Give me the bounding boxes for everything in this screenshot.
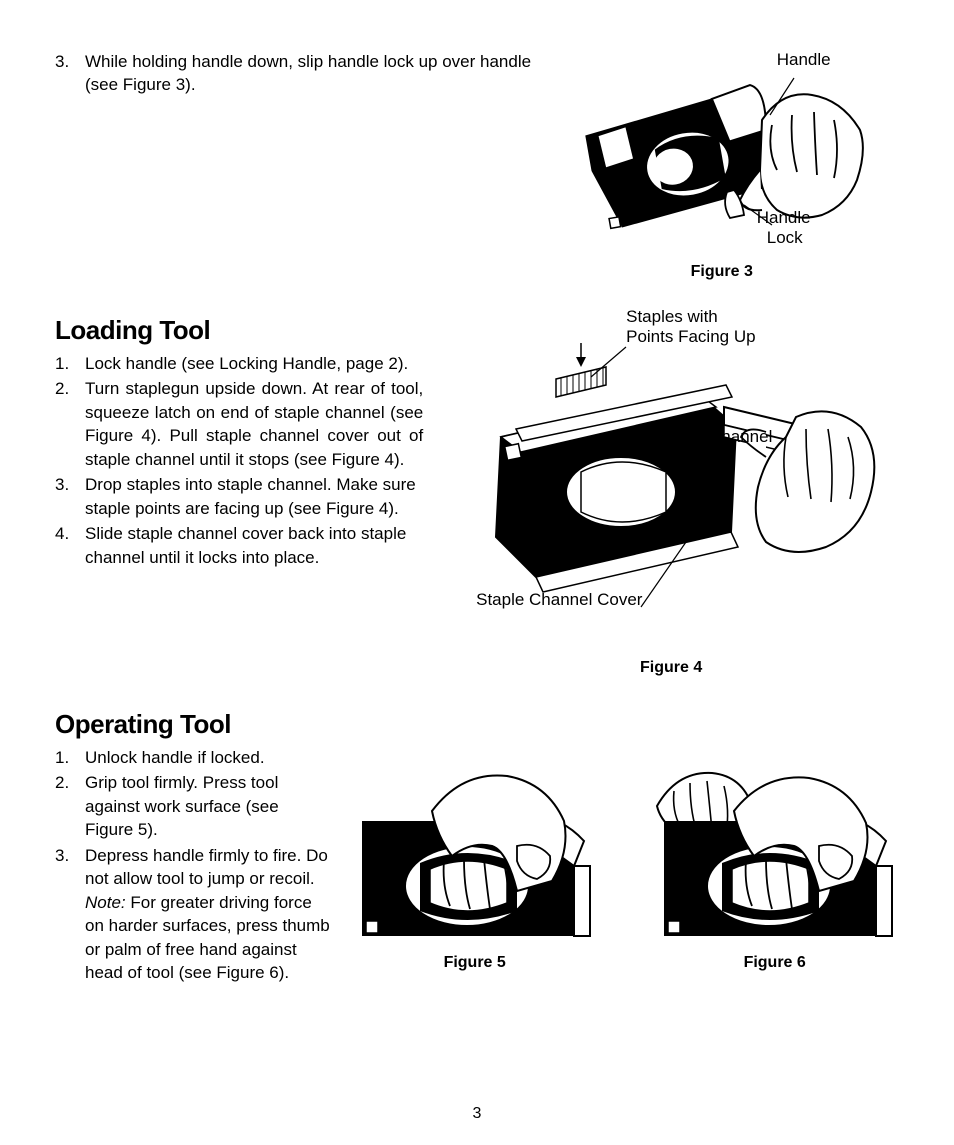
operating-note-word: Note: (85, 893, 126, 912)
page-number: 3 (0, 1105, 954, 1123)
figure3-svg (572, 50, 872, 255)
loading-item-4: Slide staple channel cover back into sta… (55, 522, 423, 569)
bottom-figures-row: Figure 5 (350, 751, 899, 972)
operating-item-1: Unlock handle if locked. (55, 746, 330, 769)
figure4-col: Staples with Points Facing Up Staple Cha… (443, 287, 899, 677)
operating-item-3: Depress handle firmly to fire. Do not al… (55, 844, 330, 985)
operating-item-2: Grip tool firmly. Press tool against wor… (55, 771, 330, 841)
loading-row: Loading Tool Lock handle (see Locking Ha… (55, 287, 899, 677)
figure4-label-cover: Staple Channel Cover (476, 590, 642, 610)
figure3-col: Handle Handle Lock Figure 3 (545, 50, 899, 281)
loading-text-col: Loading Tool Lock handle (see Locking Ha… (55, 287, 443, 571)
figure3-label-handle: Handle (777, 50, 831, 70)
figure3-illustration: Handle Handle Lock (572, 50, 872, 255)
loading-heading: Loading Tool (55, 315, 423, 346)
figure3-label-lock1: Handle (757, 208, 811, 228)
loading-item-1: Lock handle (see Locking Handle, page 2)… (55, 352, 423, 375)
figure4-label-staples1: Staples with (626, 307, 718, 327)
figure6-caption: Figure 6 (744, 954, 806, 972)
operating-figs-col: Figure 5 (350, 681, 899, 972)
figure5-caption: Figure 5 (444, 954, 506, 972)
step3-text-col: While holding handle down, slip handle l… (55, 50, 545, 99)
operating-item-3-pre: Depress handle firmly to fire. Do not al… (85, 846, 328, 888)
step3-item: While holding handle down, slip handle l… (55, 50, 535, 97)
figure4-svg (456, 307, 886, 637)
figure4-caption: Figure 4 (640, 659, 702, 677)
figure3-caption: Figure 3 (691, 263, 753, 281)
operating-text-col: Operating Tool Unlock handle if locked. … (55, 681, 350, 987)
operating-heading: Operating Tool (55, 709, 330, 740)
operating-list: Unlock handle if locked. Grip tool firml… (55, 746, 330, 985)
figure4-label-channel: Staple Channel (656, 427, 772, 447)
figure4-illustration: Staples with Points Facing Up Staple Cha… (456, 307, 886, 637)
step3-list: While holding handle down, slip handle l… (55, 50, 535, 97)
figure4-label-staples2: Points Facing Up (626, 327, 755, 347)
loading-list: Lock handle (see Locking Handle, page 2)… (55, 352, 423, 569)
section-step3-row: While holding handle down, slip handle l… (55, 50, 899, 281)
figure6-wrap: Figure 6 (652, 751, 897, 972)
figure5-wrap: Figure 5 (352, 751, 597, 972)
loading-item-2: Turn staplegun upside down. At rear of t… (55, 377, 423, 471)
figure3-label-lock2: Lock (767, 228, 803, 248)
loading-item-3: Drop staples into staple channel. Make s… (55, 473, 423, 520)
figure6-svg (652, 751, 897, 946)
operating-row: Operating Tool Unlock handle if locked. … (55, 681, 899, 987)
figure5-svg (352, 751, 597, 946)
